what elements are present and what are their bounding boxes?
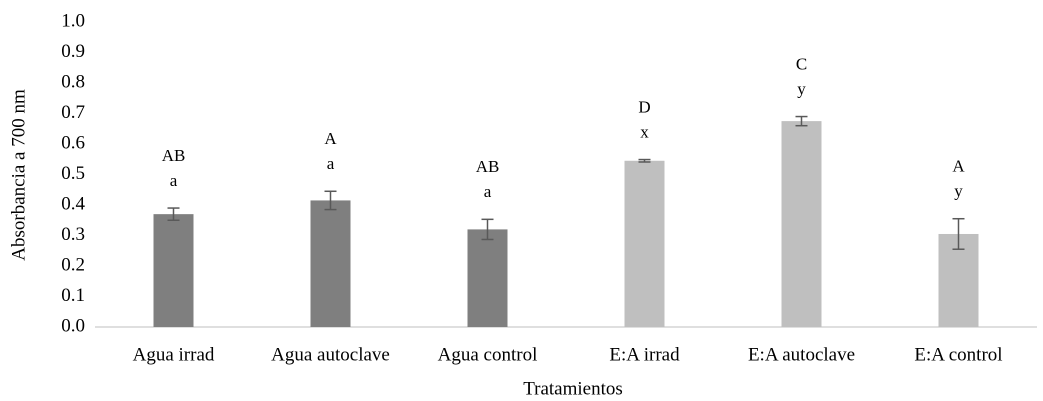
annotation: A [952,157,965,176]
annotation: a [170,171,178,190]
bar [624,160,665,327]
annotation: AB [162,146,186,165]
x-tick-label: Agua control [438,344,538,365]
x-axis-title: Tratamientos [523,378,623,399]
y-tick-label: 0.2 [61,254,85,275]
annotation: A [324,129,337,148]
annotation: y [954,182,963,201]
annotation: C [796,54,807,73]
bar [781,121,822,327]
annotation: x [640,122,649,141]
annotation: AB [476,157,500,176]
y-tick-label: 0.1 [61,285,85,306]
y-tick-label: 0.0 [61,315,85,336]
x-tick-label: E:A control [914,344,1002,365]
y-tick-label: 0.7 [61,102,85,123]
error-bar [481,218,494,241]
bar [467,229,508,327]
annotation: D [638,97,650,116]
error-bar [952,217,965,250]
y-tick-label: 0.9 [61,41,85,62]
error-bar [638,158,651,163]
x-tick-label: E:A autoclave [748,344,855,365]
annotation: y [797,79,806,98]
y-tick-label: 0.4 [61,193,85,214]
annotation: a [327,154,335,173]
error-bar [324,190,337,211]
y-tick-label: 0.3 [61,224,85,245]
y-tick-label: 0.6 [61,132,85,153]
x-tick-label: Agua irrad [133,344,215,365]
error-bar [167,207,180,221]
x-tick-label: E:A irrad [609,344,680,365]
y-tick-label: 0.8 [61,71,85,92]
annotation: a [484,182,492,201]
y-tick-label: 1.0 [61,10,85,31]
error-bar [795,115,808,127]
bar [153,214,194,327]
y-axis-title: Absorbancia a 700 nm [8,89,29,261]
y-tick-label: 0.5 [61,163,85,184]
bar [310,200,351,327]
x-tick-label: Agua autoclave [271,344,390,365]
